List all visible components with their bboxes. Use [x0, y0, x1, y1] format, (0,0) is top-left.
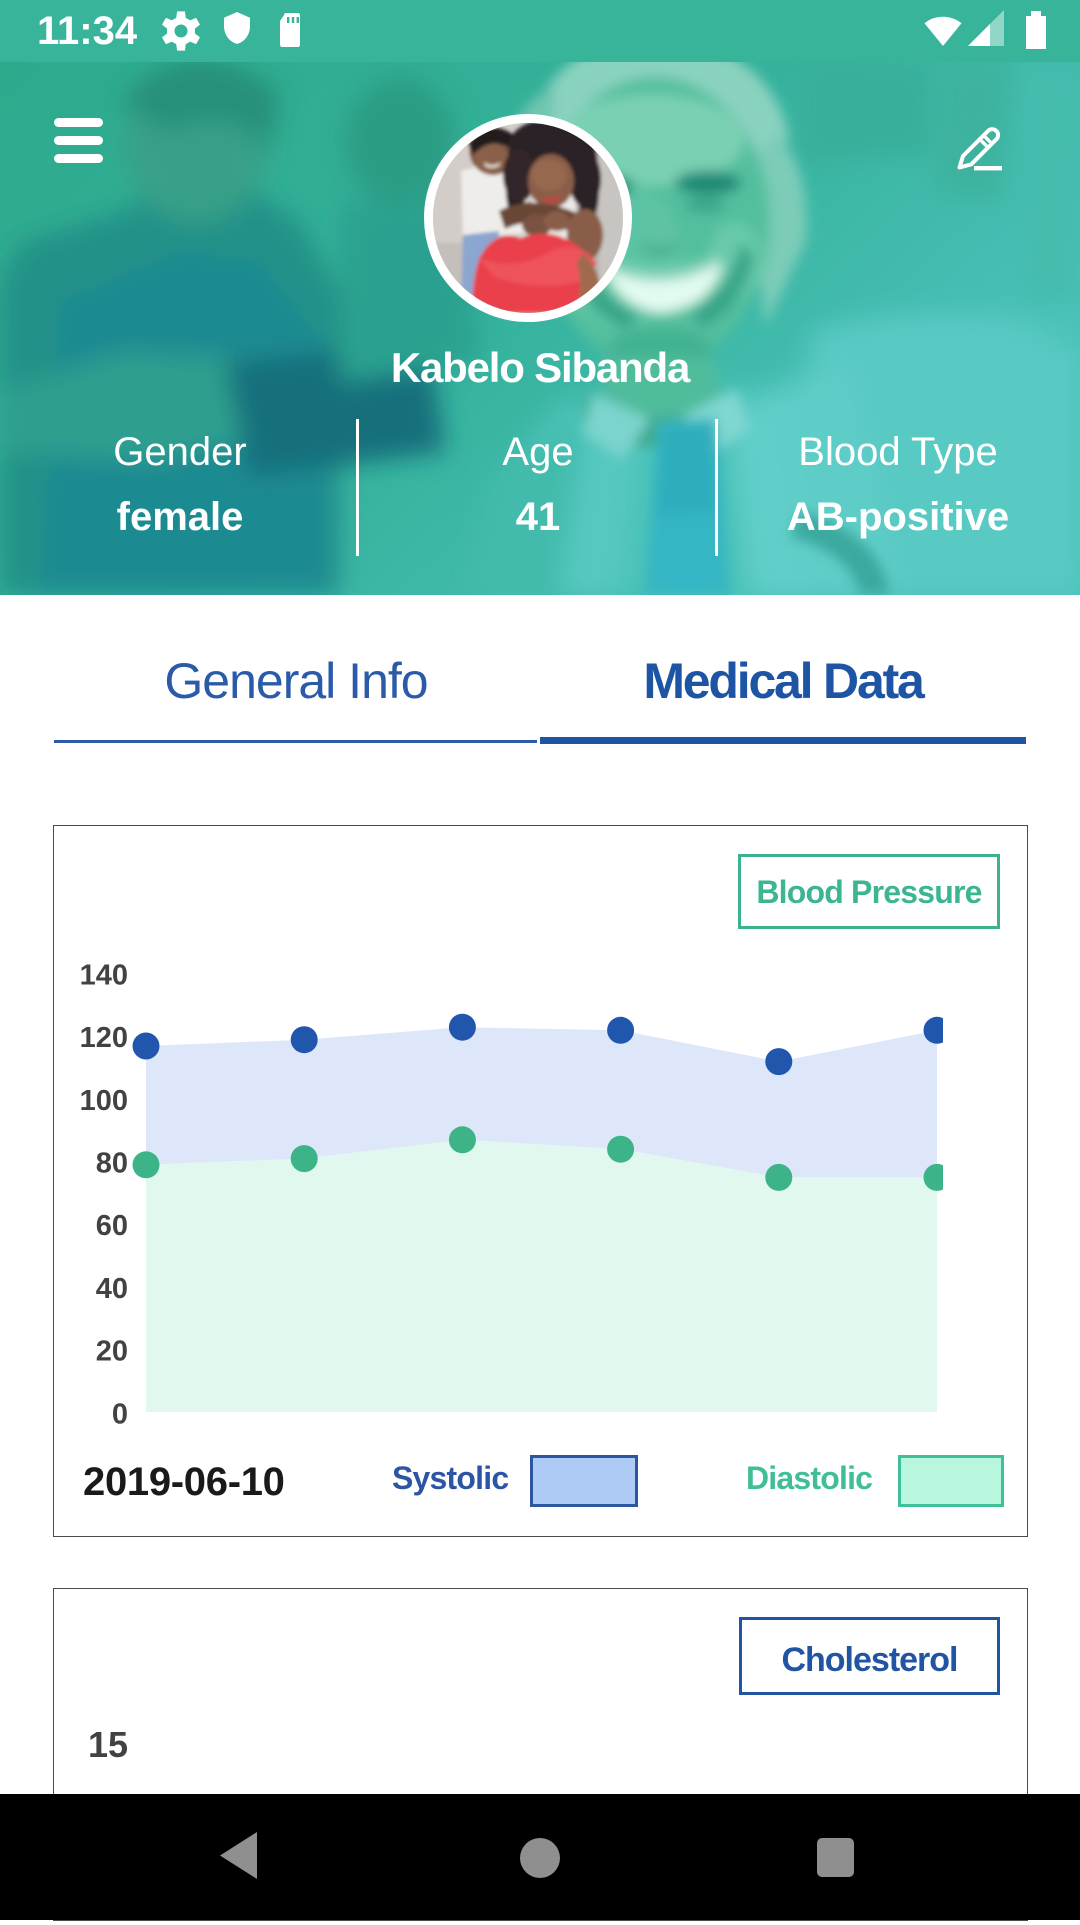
- svg-text:80: 80: [96, 1148, 128, 1180]
- svg-text:120: 120: [80, 1022, 128, 1054]
- svg-text:40: 40: [96, 1273, 128, 1305]
- svg-text:140: 140: [80, 959, 128, 991]
- svg-text:0: 0: [112, 1398, 128, 1430]
- svg-text:100: 100: [80, 1085, 128, 1117]
- svg-text:20: 20: [96, 1336, 128, 1368]
- svg-text:60: 60: [96, 1210, 128, 1242]
